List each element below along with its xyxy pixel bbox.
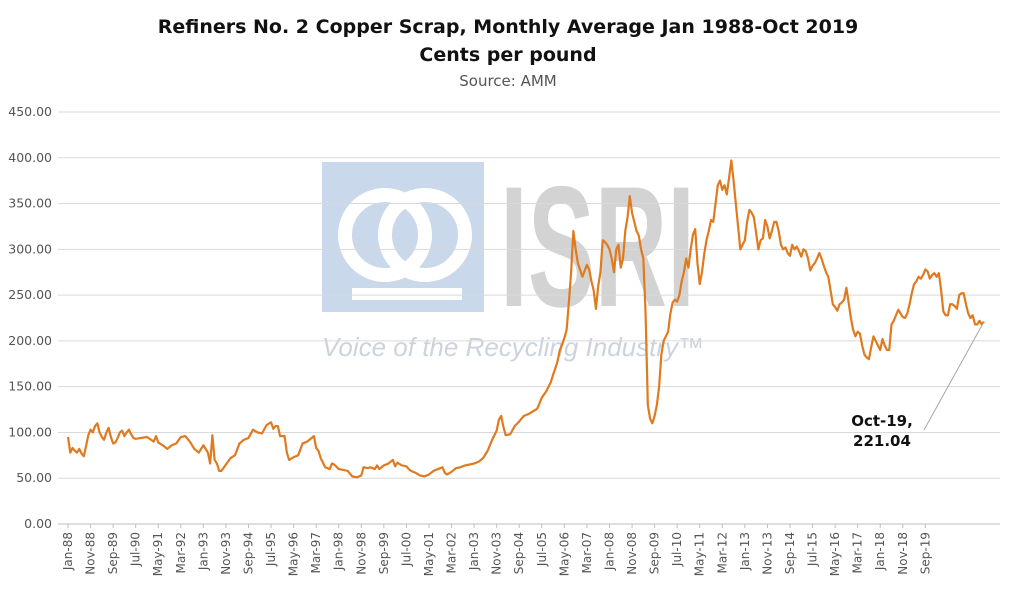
isri-logo-text: ISRI — [500, 151, 695, 343]
x-tick-label: Jan-18 — [873, 532, 887, 571]
x-tick-label: Jan-08 — [602, 532, 616, 571]
x-tick-label: Nov-98 — [354, 532, 368, 575]
x-tick-label: Mar-12 — [715, 532, 729, 573]
x-tick-label: May-06 — [557, 532, 571, 576]
x-tick-label: Jan-98 — [332, 532, 346, 571]
x-tick-label: May-16 — [828, 532, 842, 576]
x-tick-label: Sep-04 — [512, 532, 526, 574]
annotation-label-value: 221.04 — [853, 432, 911, 450]
y-tick-label: 350.00 — [8, 196, 52, 211]
y-tick-label: 300.00 — [8, 241, 52, 256]
x-tick-label: May-96 — [287, 532, 301, 576]
x-tick-label: Jan-88 — [61, 532, 75, 571]
x-tick-label: Sep-99 — [377, 532, 391, 574]
x-tick-label: Sep-19 — [918, 532, 932, 574]
x-tick-label: Nov-18 — [896, 532, 910, 575]
grid-lines — [58, 111, 1000, 479]
x-tick-label: Jul-15 — [806, 532, 820, 567]
x-tick-label: Mar-02 — [445, 532, 459, 573]
chart-subtitle: Cents per pound — [419, 44, 597, 66]
x-tick-label: Jul-95 — [264, 532, 278, 567]
annotation-leader-line — [923, 321, 985, 431]
x-tick-label: Jul-90 — [129, 532, 143, 567]
y-tick-label: 0.00 — [24, 516, 52, 531]
x-tick-label: Nov-03 — [490, 532, 504, 575]
x-tick-label: Mar-92 — [174, 532, 188, 573]
y-axis-ticks: 0.00 50.00 100.00 150.00 200.00 250.00 300.00 3… — [8, 104, 52, 531]
chart-title: Refiners No. 2 Copper Scrap, Monthly Ave… — [157, 16, 859, 38]
isri-logo-ring-left — [338, 188, 432, 282]
y-tick-label: 150.00 — [8, 379, 52, 394]
x-tick-label: Nov-13 — [760, 532, 774, 575]
x-tick-label: Sep-94 — [241, 532, 255, 574]
x-axis-ticks: Jan-88 Nov-88 Sep-89 Jul-90 May-91 Mar-92 Jan-… — [61, 524, 932, 576]
x-tick-label: Jul-05 — [535, 532, 549, 567]
y-tick-label: 400.00 — [8, 150, 52, 165]
x-tick-label: Jan-93 — [196, 532, 210, 571]
annotation-label-date: Oct-19, — [851, 412, 913, 430]
x-tick-label: Mar-17 — [851, 532, 865, 573]
x-tick-label: May-01 — [422, 532, 436, 576]
x-tick-label: Nov-88 — [84, 532, 98, 575]
x-tick-label: Jan-13 — [738, 532, 752, 571]
isri-watermark: ISRI Voice of the Recycling Industry™ — [322, 151, 704, 362]
x-tick-label: Sep-89 — [106, 532, 120, 574]
isri-logo-bar — [352, 288, 462, 300]
y-tick-label: 450.00 — [8, 104, 52, 119]
x-tick-label: Jul-10 — [670, 532, 684, 567]
series-line-copper-scrap — [66, 159, 985, 479]
x-tick-label: May-11 — [693, 532, 707, 576]
x-tick-label: Sep-09 — [648, 532, 662, 574]
x-tick-label: Jul-00 — [399, 532, 413, 567]
x-tick-label: Jan-03 — [467, 532, 481, 571]
chart-source: Source: AMM — [459, 72, 557, 90]
x-tick-label: Mar-97 — [309, 532, 323, 573]
isri-tagline: Voice of the Recycling Industry™ — [322, 332, 704, 362]
x-tick-label: Mar-07 — [580, 532, 594, 573]
y-tick-label: 200.00 — [8, 333, 52, 348]
y-tick-label: 50.00 — [16, 470, 52, 485]
y-tick-label: 100.00 — [8, 424, 52, 439]
y-tick-label: 250.00 — [8, 287, 52, 302]
x-tick-label: Nov-08 — [625, 532, 639, 575]
x-tick-label: Nov-93 — [219, 532, 233, 575]
isri-logo-ring-right — [378, 188, 472, 282]
x-tick-label: Sep-14 — [783, 532, 797, 574]
x-tick-label: May-91 — [151, 532, 165, 576]
